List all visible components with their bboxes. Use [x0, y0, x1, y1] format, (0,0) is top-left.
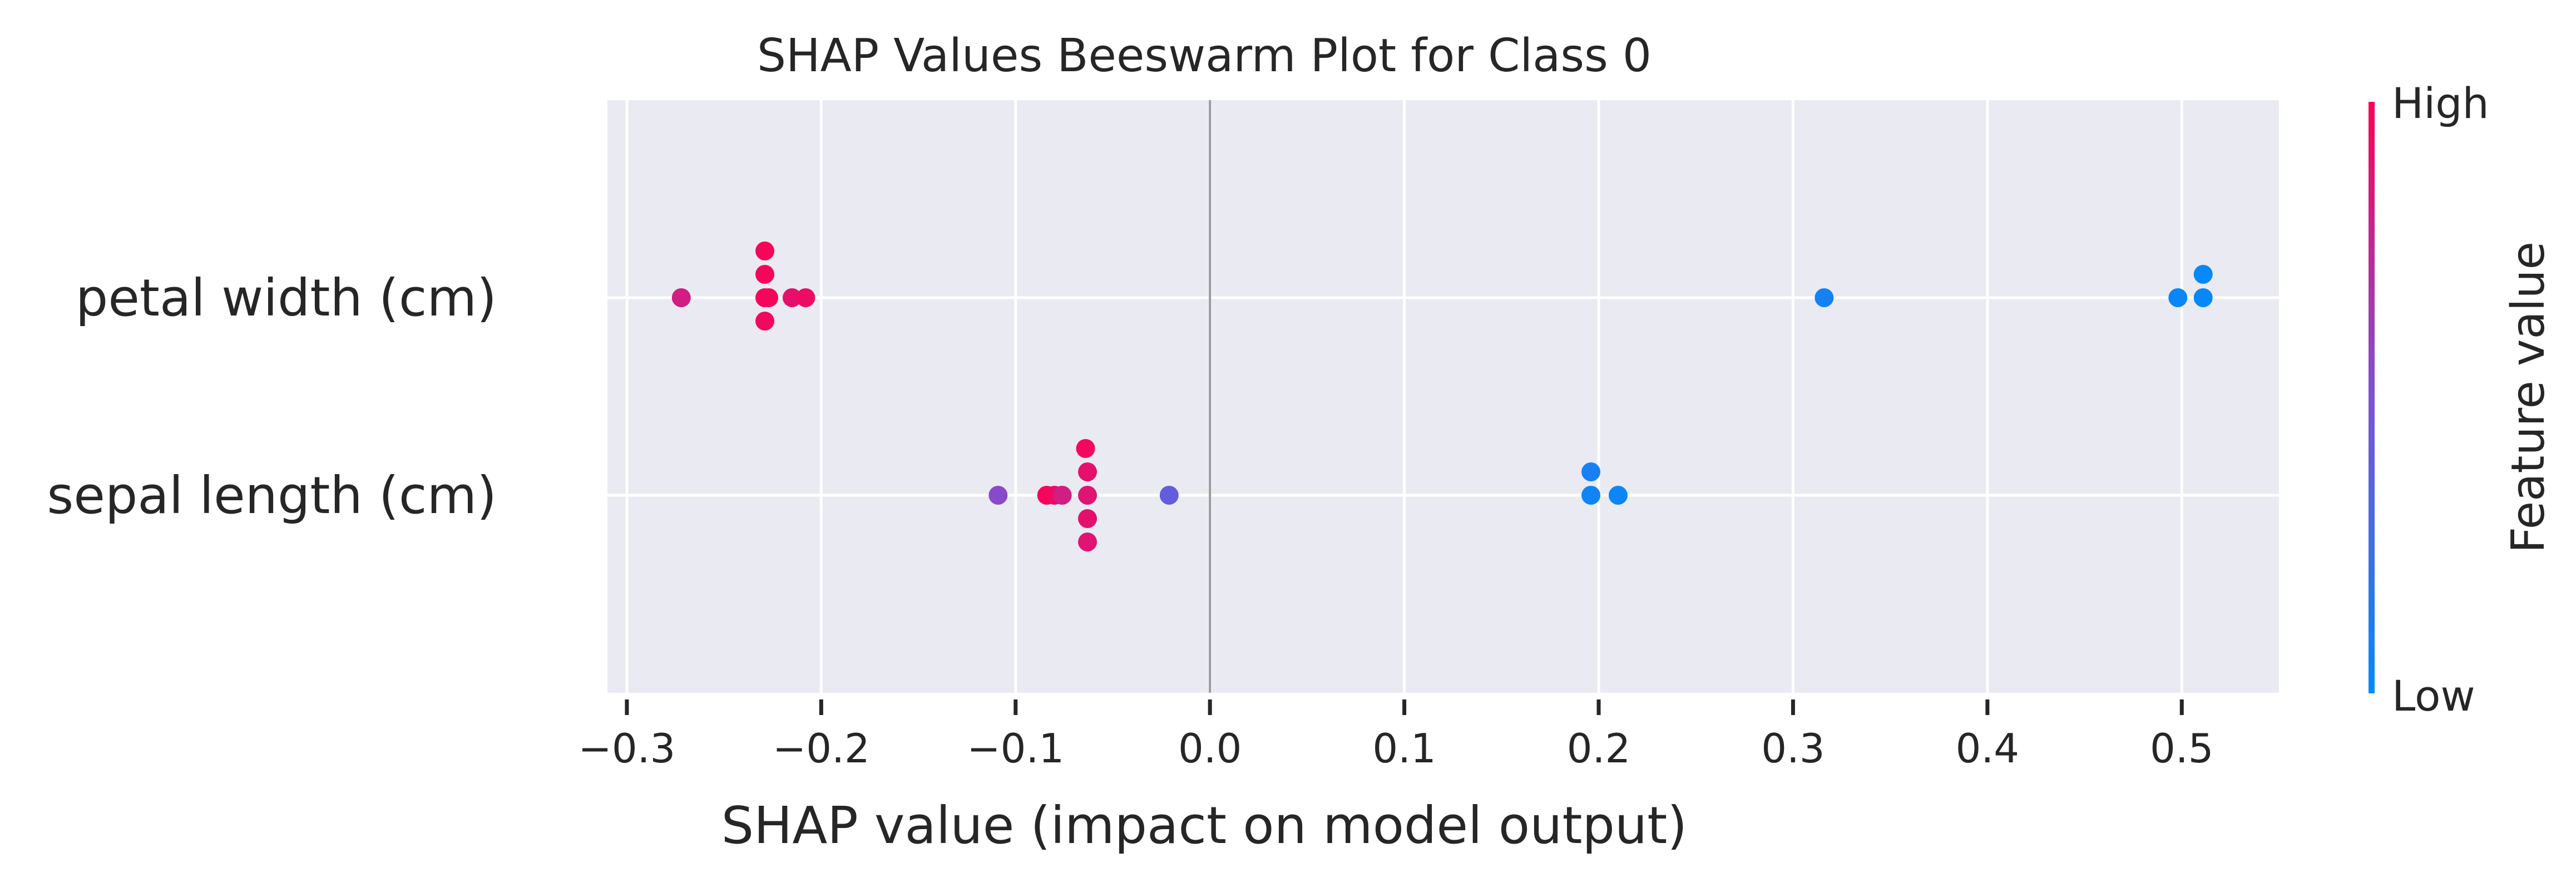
shap-point: [1076, 439, 1095, 458]
shap-point: [1078, 462, 1097, 481]
shap-point: [1159, 486, 1179, 505]
feature-label: petal width (cm): [76, 268, 497, 328]
x-tick-label: 0.1: [1372, 725, 1436, 772]
x-axis: −0.3 −0.2 −0.1 0.0 0.1 0.2 0.3 0.4 0.5: [579, 699, 2214, 772]
shap-point: [759, 288, 779, 307]
shap-point: [1814, 288, 1834, 307]
x-tick-label: 0.2: [1567, 725, 1631, 772]
plot-area: [607, 100, 2279, 693]
x-tick-label: 0.0: [1178, 725, 1242, 772]
x-tick-label: 0.3: [1761, 725, 1825, 772]
x-tick-label: −0.1: [967, 725, 1064, 772]
x-tick-label: −0.2: [773, 725, 870, 772]
shap-point: [2193, 288, 2213, 307]
shap-point: [1078, 486, 1097, 505]
x-tick-label: 0.4: [1956, 725, 2020, 772]
x-tick-label: −0.3: [579, 725, 676, 772]
shap-point: [1052, 486, 1072, 505]
x-axis-label: SHAP value (impact on model output): [721, 796, 1687, 855]
colorbar: High Low Feature value: [2369, 78, 2555, 721]
shap-point: [2168, 288, 2188, 307]
shap-point: [1581, 486, 1601, 505]
shap-point: [755, 265, 775, 284]
chart-title: SHAP Values Beeswarm Plot for Class 0: [757, 29, 1652, 82]
grid-lines: [607, 100, 2279, 693]
colorbar-low-label: Low: [2392, 671, 2475, 721]
shap-point: [1608, 486, 1628, 505]
shap-point: [2193, 265, 2213, 284]
shap-point: [782, 288, 802, 307]
colorbar-high-label: High: [2392, 78, 2489, 128]
shap-point: [1078, 533, 1097, 551]
shap-point: [755, 312, 775, 331]
data-points: [671, 242, 2213, 551]
y-axis: petal width (cm) sepal length (cm): [47, 268, 497, 525]
shap-point: [1078, 509, 1097, 528]
shap-point: [988, 486, 1008, 505]
shap-point: [671, 288, 691, 307]
shap-point: [796, 288, 815, 307]
feature-label: sepal length (cm): [47, 466, 497, 525]
shap-point: [755, 242, 775, 260]
x-tick-label: 0.5: [2150, 725, 2214, 772]
colorbar-title: Feature value: [2502, 242, 2555, 553]
shap-point: [1581, 462, 1601, 481]
colorbar-gradient: [2369, 102, 2375, 693]
